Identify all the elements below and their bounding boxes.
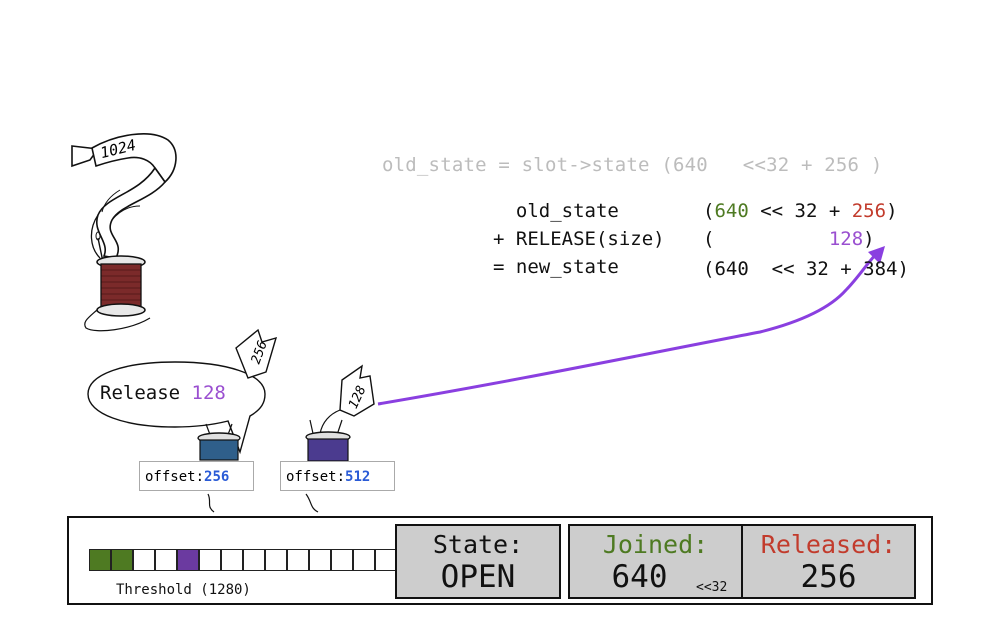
equation-row-1-right: (640 << 32 + 256)	[703, 200, 898, 222]
released-panel: Released: 256	[741, 524, 916, 599]
offset-label-1: offset:256	[139, 461, 254, 491]
equation-row-2-right: ( 128)	[703, 228, 875, 250]
buffer-cell	[221, 549, 243, 571]
equation-row-3-right: (640 << 32 + 384)	[703, 258, 909, 280]
small-spool-icon	[305, 364, 375, 513]
release-delta: 128	[828, 228, 864, 250]
buffer-cell	[133, 549, 155, 571]
buffer-cell	[353, 549, 375, 571]
release-bubble-text: Release 128	[100, 382, 226, 404]
released-label: Released:	[760, 530, 897, 559]
buffer-cell	[265, 549, 287, 571]
joined-panel: Joined: 640 <<32	[568, 524, 743, 599]
buffer-cell	[331, 549, 353, 571]
release-arrow	[377, 250, 880, 406]
old-state-expression: old_state = slot->state (640 <<32 + 256 …	[382, 154, 883, 176]
joined-value: 640	[714, 200, 749, 222]
speech-bubble	[87, 361, 266, 455]
threshold-label: Threshold (1280)	[116, 582, 251, 598]
buffer-cell	[111, 549, 133, 571]
buffer-cell	[309, 549, 331, 571]
joined-label: Joined:	[602, 530, 709, 559]
medium-spool-icon	[197, 328, 278, 513]
arrow-head-icon	[868, 246, 885, 264]
joined-shift-note: <<32	[696, 580, 728, 595]
released-value: 256	[851, 200, 887, 222]
equation-row-2-left: + RELEASE(size)	[493, 228, 665, 250]
offset-label-2: offset:512	[280, 461, 395, 491]
joined-panel-value: 640	[611, 559, 668, 595]
large-spool-icon	[71, 133, 177, 332]
buffer-cell	[155, 549, 177, 571]
state-label: State:	[432, 530, 524, 559]
buffer-cell	[199, 549, 221, 571]
released-panel-value: 256	[800, 559, 857, 595]
state-value: OPEN	[440, 559, 516, 595]
buffer-cell	[243, 549, 265, 571]
buffer-cell	[287, 549, 309, 571]
equation-row-3-left: = new_state	[493, 256, 619, 278]
state-panel: State: OPEN	[395, 524, 561, 599]
buffer-cell	[89, 549, 111, 571]
buffer-cell	[177, 549, 199, 571]
release-bubble-amount: 128	[191, 382, 226, 404]
equation-row-1-left: old_state	[493, 200, 619, 222]
buffer-cell	[375, 549, 397, 571]
